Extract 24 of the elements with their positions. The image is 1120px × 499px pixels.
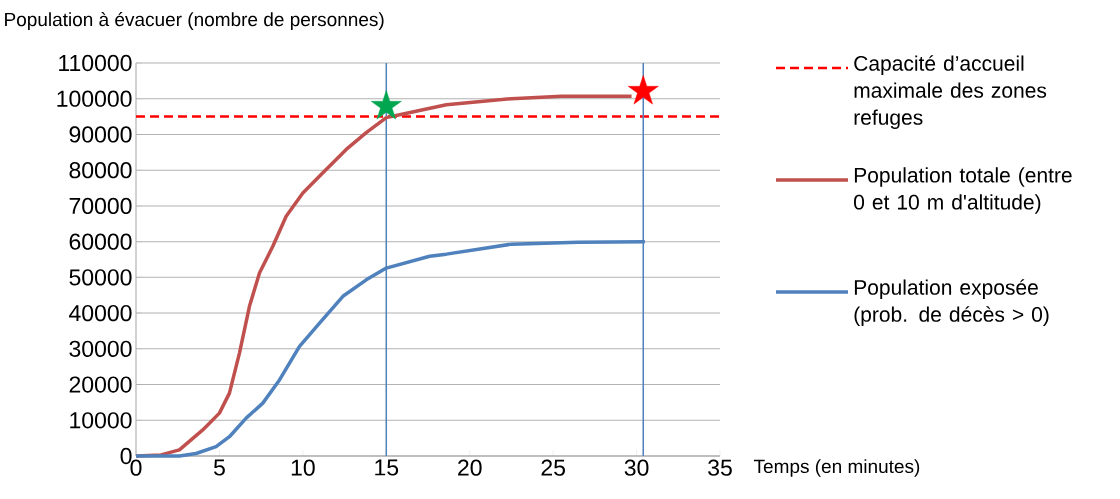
x-tick-label: 5	[213, 459, 225, 476]
y-tick-label: 10000	[70, 412, 132, 429]
y-tick-label: 60000	[69, 233, 132, 250]
y-tick-label: 110000	[59, 54, 132, 72]
y-tick-label: 20000	[69, 376, 132, 393]
y-tick-label: 0	[120, 447, 132, 465]
x-tick-label: 15	[375, 459, 399, 476]
y-axis-title: Population à évacuer (nombre de personnes)	[5, 12, 384, 30]
y-tick-label: 40000	[69, 304, 132, 322]
y-tick-label: 30000	[69, 340, 132, 357]
x-tick-label: 25	[541, 459, 565, 476]
x-tick-label: 30	[624, 459, 649, 476]
y-tick-label: 80000	[69, 162, 132, 179]
legend-label: Population exposée (prob. de décès > 0)	[854, 279, 1049, 327]
x-axis-title: Temps (en minutes)	[753, 459, 920, 477]
legend-label: Population totale (entre 0 et 10 m d'altitude)	[854, 167, 1072, 214]
x-tick-label: 35	[708, 459, 732, 476]
x-tick-label: 10	[291, 459, 315, 476]
y-tick-label: 50000	[69, 269, 132, 286]
x-tick-label: 20	[458, 459, 482, 476]
y-tick-label: 100000	[57, 90, 132, 107]
y-tick-label: 70000	[69, 197, 132, 215]
legend-label: Capacité d’accueil maximale des zones refuges	[854, 55, 1047, 130]
y-tick-label: 90000	[69, 126, 132, 143]
